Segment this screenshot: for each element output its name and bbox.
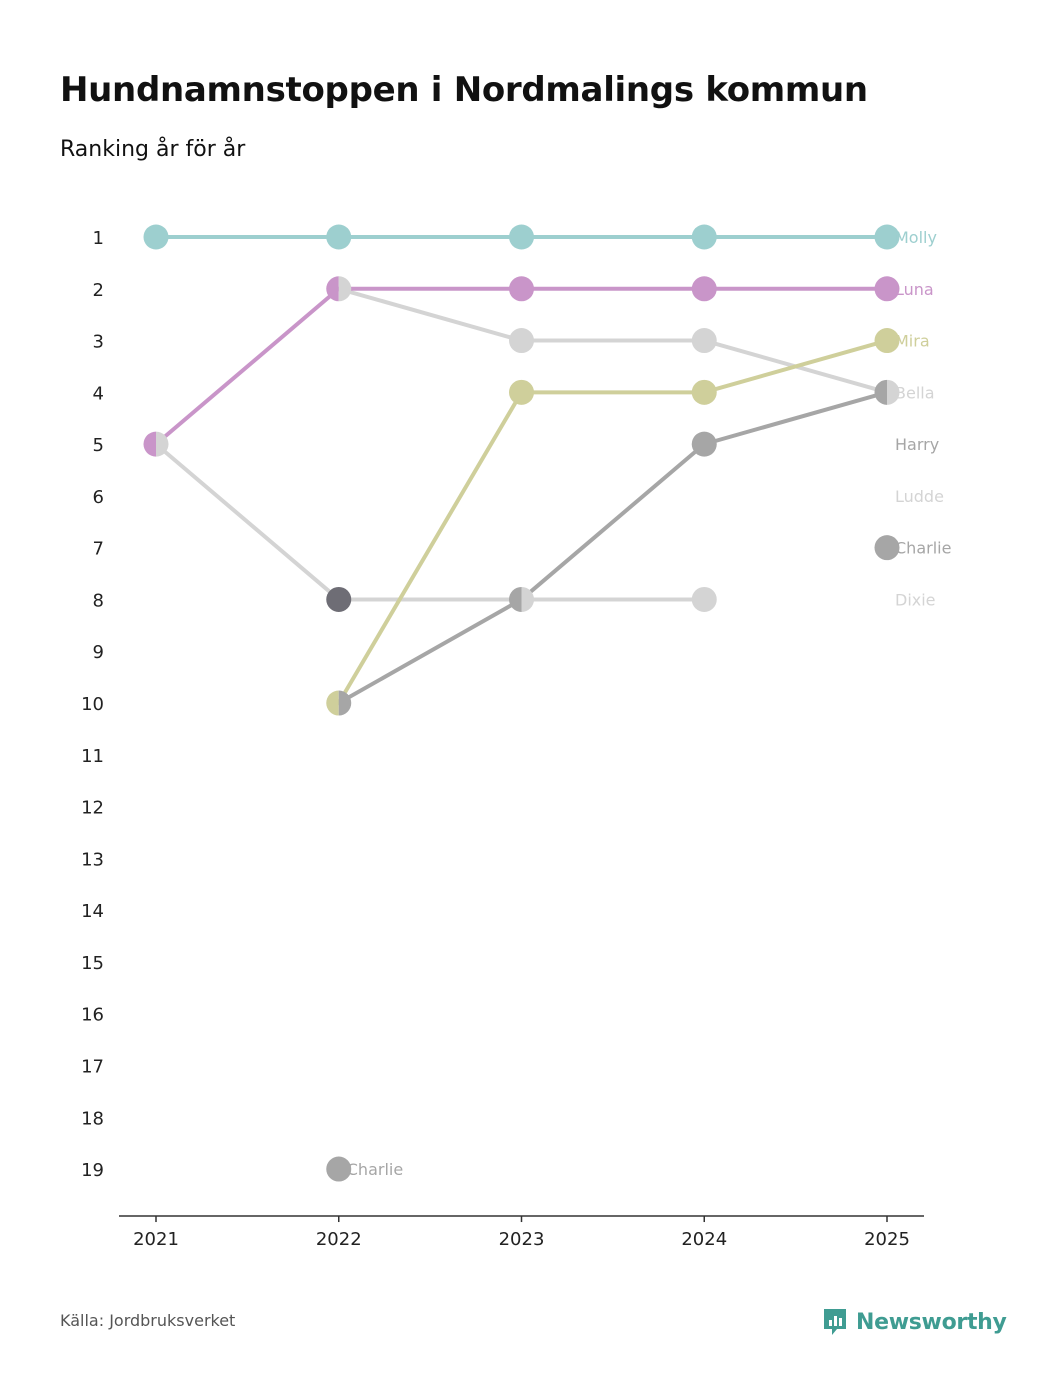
end-label-charlie: Charlie [895,539,951,558]
data-point-dixie-2024 [691,586,717,612]
data-point-ludde-luna-2021-left [143,431,156,457]
newsworthy-logo-icon [824,1309,846,1335]
y-tick-label: 8 [93,590,104,611]
y-tick-label: 1 [93,228,104,249]
y-tick-label: 12 [81,798,104,819]
point-label-charlie-2022: Charlie [347,1160,403,1179]
series-line-harry [336,390,889,706]
series-line-ludde [154,442,341,602]
y-tick-label: 4 [93,383,104,404]
data-point-ludde-luna-2021-right [156,431,169,457]
y-tick-label: 14 [81,901,104,922]
end-label-molly: Molly [895,228,937,247]
x-tick-label: 2025 [864,1229,910,1250]
y-tick-label: 5 [93,435,104,456]
end-label-mira: Mira [895,332,930,351]
brand-name: Newsworthy [856,1309,1007,1335]
data-point-bella-harry-2025-left [874,379,887,405]
data-point-molly-2023 [509,224,534,250]
data-point-molly-2025 [874,224,900,250]
y-tick-label: 9 [93,642,104,663]
y-tick-label: 7 [93,539,104,560]
data-point-molly-2021 [143,224,169,250]
y-tick-label: 10 [81,694,104,715]
y-tick-label: 19 [81,1160,104,1181]
end-label-ludde: Ludde [895,487,944,506]
data-point-mira-2024 [691,379,717,405]
bump-chart: Charlie Molly Luna Mira Bella Harry Ludde Charl… [81,224,952,1250]
data-point-luna-2024 [691,276,717,302]
x-tick-label: 2022 [316,1229,362,1250]
data-point-dixie-harry-2023-right [521,586,534,612]
brand-logo: Newsworthy [822,1307,1007,1337]
y-tick-label: 13 [81,849,104,870]
data-point-bella-luna-2022-left [326,276,339,302]
data-point-luna-2023 [509,276,534,302]
series-line-bella [336,286,889,395]
data-point-dixie-harry-2023-left [508,586,522,612]
y-tick-label: 18 [81,1108,104,1129]
data-point-luna-2025 [874,276,900,302]
data-point-harry-2024 [691,431,717,457]
end-label-harry: Harry [895,435,939,454]
data-point-molly-2024 [691,224,717,250]
end-label-bella: Bella [895,383,935,402]
y-tick-label: 11 [81,746,104,767]
y-tick-label: 2 [93,280,104,301]
data-point-harry-mira-2022-left [326,690,339,716]
data-point-charlie-2025 [874,535,900,561]
end-label-luna: Luna [895,280,934,299]
y-tick-label: 3 [93,332,104,353]
series-line-luna [154,286,889,447]
y-tick-label: 6 [93,487,104,508]
series-line-mira [336,338,889,706]
data-point-bella-2024 [691,328,717,354]
chart-subtitle: Ranking år för år [60,137,246,162]
series-labels: Charlie Molly Luna Mira Bella Harry Ludde Charl… [347,228,952,1179]
end-label-dixie: Dixie [895,590,936,609]
data-point-mira-2023 [509,379,534,405]
source-note: Källa: Jordbruksverket [60,1311,236,1330]
chart-title: Hundnamnstoppen i Nordmalings kommun [60,70,868,110]
x-tick-label: 2021 [133,1229,179,1250]
data-point-charlie-2022 [326,1156,352,1182]
data-point-bella-luna-2022-right [338,276,352,302]
series-lines [154,235,889,706]
x-tick-label: 2024 [681,1229,727,1250]
data-point-mira-2025 [874,328,900,354]
data-point-harry-mira-2022-right [338,690,352,716]
y-tick-label: 17 [81,1056,104,1077]
data-point-molly-2022 [326,224,352,250]
data-point-dixie-ludde-2022 [326,586,352,612]
data-point-bella-harry-2025-right [887,379,900,405]
y-tick-label: 16 [81,1005,104,1026]
series-points [143,224,900,1182]
data-point-bella-2023 [509,328,534,354]
x-tick-label: 2023 [499,1229,545,1250]
y-tick-label: 15 [81,953,104,974]
